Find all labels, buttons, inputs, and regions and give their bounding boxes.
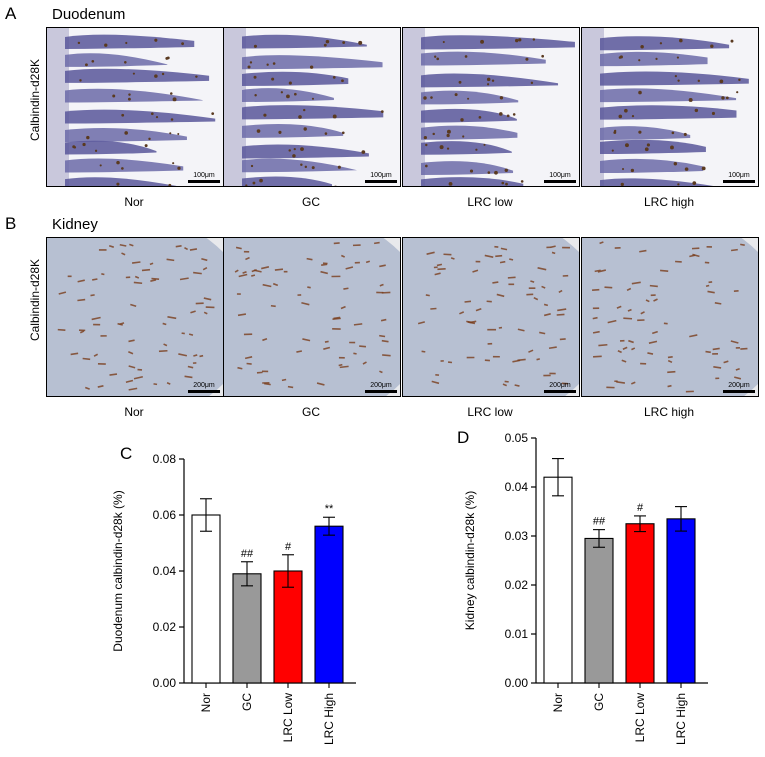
scale-bar: 200μm [723,382,755,393]
x-tick-label: Nor [199,693,213,712]
y-tick-label: 0.05 [505,431,529,445]
scale-bar-line [188,390,220,393]
scale-bar-line [365,390,397,393]
panel-c-letter: C [120,444,133,463]
micrograph-duodenum-3: 100μm [402,27,580,187]
scale-bar-label: 200μm [728,382,750,389]
y-axis-label: Kidney calbindin-d28k (%) [463,491,477,630]
micrograph-texture [403,28,579,186]
group-caption-kidney-2: GC [302,405,320,419]
chart-c-duodenum: 0.00 0.02 0.04 0.06 0.08 Duodenum calbindin-d… [111,452,356,745]
scale-bar-line [544,180,576,183]
group-caption-duodenum-1: Nor [124,195,144,209]
group-caption-kidney-1: Nor [124,405,144,419]
panel-a-tissue-title: Duodenum [52,6,126,23]
panel-a-letter: A [5,4,17,23]
micrograph-texture [403,238,579,396]
chart-d-kidney: 0.00 0.01 0.02 0.03 0.04 0.05 Kidney calbindin… [463,431,708,745]
micrograph-kidney-3: 200μm [402,237,580,397]
bar-lrc-high [314,525,344,684]
y-tick-label: 0.02 [153,620,177,634]
scale-bar-label: 200μm [193,382,215,389]
micrograph-duodenum-2: 100μm [223,27,401,187]
micrograph-texture [582,238,758,396]
scale-bar: 200μm [544,382,576,393]
scale-bar-label: 100μm [549,172,571,179]
scale-bar-line [365,180,397,183]
x-tick-label: GC [240,693,254,711]
scale-bar: 100μm [723,172,755,183]
significance-mark: ## [241,548,254,560]
y-tick-label: 0.04 [153,564,177,578]
x-tick-label: LRC High [322,693,336,745]
micrograph-kidney-4: 200μm [581,237,759,397]
y-tick-label: 0.04 [505,480,529,494]
group-caption-kidney-4: LRC high [643,405,695,419]
significance-mark: ## [593,516,606,528]
panel-b-row-label: Calbindin-d28K [28,258,42,342]
scale-bar-label: 200μm [549,382,571,389]
scale-bar: 200μm [365,382,397,393]
scale-bar-label: 100μm [193,172,215,179]
bar-lrc-low [273,570,303,684]
x-tick-label: LRC Low [633,693,647,743]
x-tick-label: LRC High [674,693,688,745]
micrograph-texture [224,238,400,396]
group-caption-duodenum-3: LRC low [467,195,513,209]
micrograph-texture [582,28,758,186]
bar-nor [543,476,573,684]
micrograph-duodenum-1: 100μm [46,27,224,187]
scale-bar-label: 100μm [728,172,750,179]
scale-bar-line [723,180,755,183]
micrograph-duodenum-4: 100μm [581,27,759,187]
micrograph-texture [224,28,400,186]
y-tick-label: 0.01 [505,627,529,641]
y-tick-label: 0.06 [153,508,177,522]
panel-a-row-label: Calbindin-d28K [28,58,42,142]
y-tick-label: 0.00 [505,676,529,690]
significance-mark: ** [325,503,334,515]
panel-b-tissue-title: Kidney [52,216,98,233]
x-tick-label: Nor [551,693,565,712]
x-tick-label: LRC Low [281,693,295,743]
panel-d-letter: D [457,428,470,447]
micrograph-texture [47,238,223,396]
significance-mark: # [637,502,644,514]
bar-gc [584,537,614,684]
panel-b-letter: B [5,214,17,233]
scale-bar-label: 200μm [370,382,392,389]
scale-bar: 100μm [544,172,576,183]
group-caption-duodenum-4: LRC high [643,195,695,209]
bar-nor [191,514,221,684]
scale-bar-line [723,390,755,393]
scale-bar-line [188,180,220,183]
y-tick-label: 0.08 [153,452,177,466]
significance-mark: # [285,541,292,553]
scale-bar-line [544,390,576,393]
scale-bar: 200μm [188,382,220,393]
y-tick-label: 0.03 [505,529,529,543]
scale-bar-label: 100μm [370,172,392,179]
scale-bar: 100μm [188,172,220,183]
y-axis-label: Duodenum calbindin-d28k (%) [111,490,125,651]
group-caption-kidney-3: LRC low [467,405,513,419]
bar-lrc-low [625,523,655,684]
micrograph-kidney-2: 200μm [223,237,401,397]
y-tick-label: 0.00 [153,676,177,690]
x-tick-label: GC [592,693,606,711]
scale-bar: 100μm [365,172,397,183]
micrograph-texture [47,28,223,186]
bar-lrc-high [666,518,696,684]
y-tick-label: 0.02 [505,578,529,592]
bar-gc [232,573,262,684]
group-caption-duodenum-2: GC [302,195,320,209]
micrograph-kidney-1: 200μm [46,237,224,397]
